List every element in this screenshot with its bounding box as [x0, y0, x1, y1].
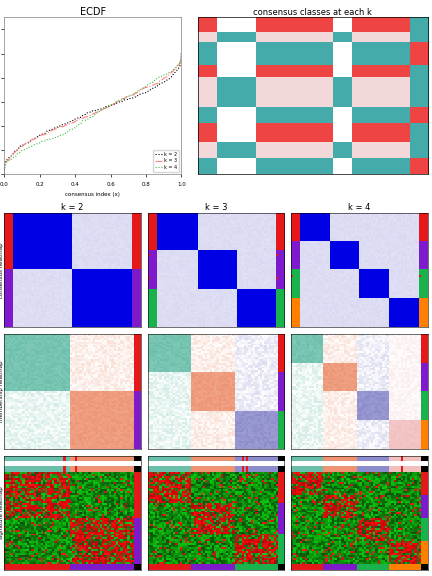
Y-axis label: membership heatmap: membership heatmap: [0, 361, 4, 422]
Title: k = 2: k = 2: [61, 203, 84, 212]
X-axis label: consensus index (x): consensus index (x): [65, 192, 120, 198]
Title: consensus classes at each k: consensus classes at each k: [253, 7, 372, 17]
Legend: k = 2, k = 3, k = 4: k = 2, k = 3, k = 4: [152, 150, 179, 172]
Title: ECDF: ECDF: [80, 6, 106, 17]
Title: k = 4: k = 4: [348, 203, 371, 212]
Title: k = 3: k = 3: [205, 203, 227, 212]
Y-axis label: signature heatmap: signature heatmap: [0, 487, 4, 539]
Y-axis label: consensus heatmap: consensus heatmap: [0, 242, 4, 298]
